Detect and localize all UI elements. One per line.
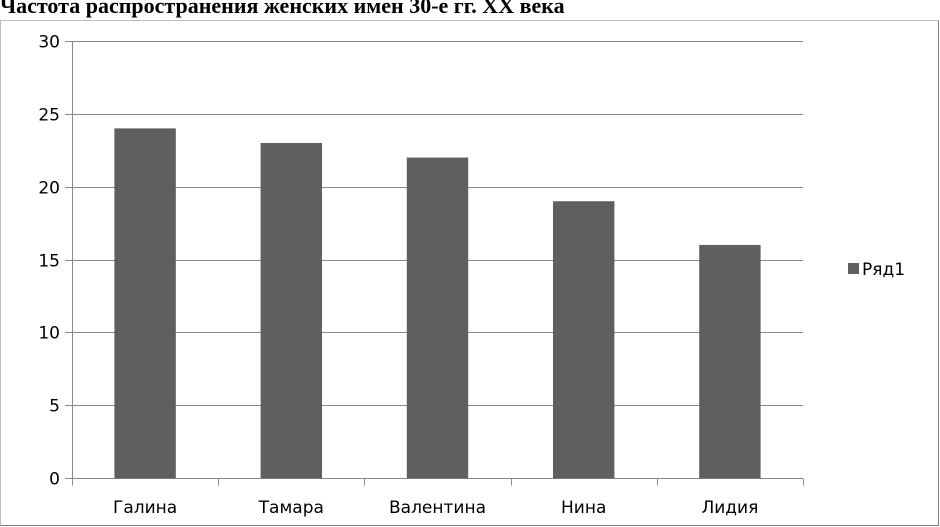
x-tick-label-Валентина: Валентина (389, 498, 486, 518)
y-tick-label-0: 0 (49, 470, 60, 490)
x-tick-label-Тамара: Тамара (258, 498, 324, 518)
chart-title: Частота распространения женских имен 30-… (0, 0, 565, 18)
bar-Галина (114, 128, 176, 479)
y-tick-label-25: 25 (38, 106, 60, 126)
legend: Ряд1 (848, 260, 905, 280)
legend-label: Ряд1 (862, 260, 905, 280)
chart-frame (0, 20, 939, 526)
bars (114, 128, 761, 479)
bar-Тамара (260, 142, 323, 479)
bar-Нина (552, 201, 615, 479)
y-tick-label-10: 10 (38, 324, 60, 344)
y-tick-label-15: 15 (38, 252, 60, 272)
y-tick-label-30: 30 (38, 33, 60, 53)
y-tick-label-5: 5 (49, 397, 60, 417)
y-tick-label-20: 20 (38, 179, 60, 199)
bar-Валентина (406, 157, 469, 479)
x-tick-label-Галина: Галина (113, 498, 177, 518)
x-tick-label-Нина: Нина (561, 498, 606, 518)
x-tick-label-Лидия: Лидия (701, 498, 758, 518)
y-tick-labels: 0 5 10 15 20 25 30 (38, 33, 60, 490)
legend-swatch (848, 263, 859, 274)
x-tick-labels: Галина Тамара Валентина Нина Лидия (113, 498, 758, 518)
bar-Лидия (699, 244, 761, 479)
